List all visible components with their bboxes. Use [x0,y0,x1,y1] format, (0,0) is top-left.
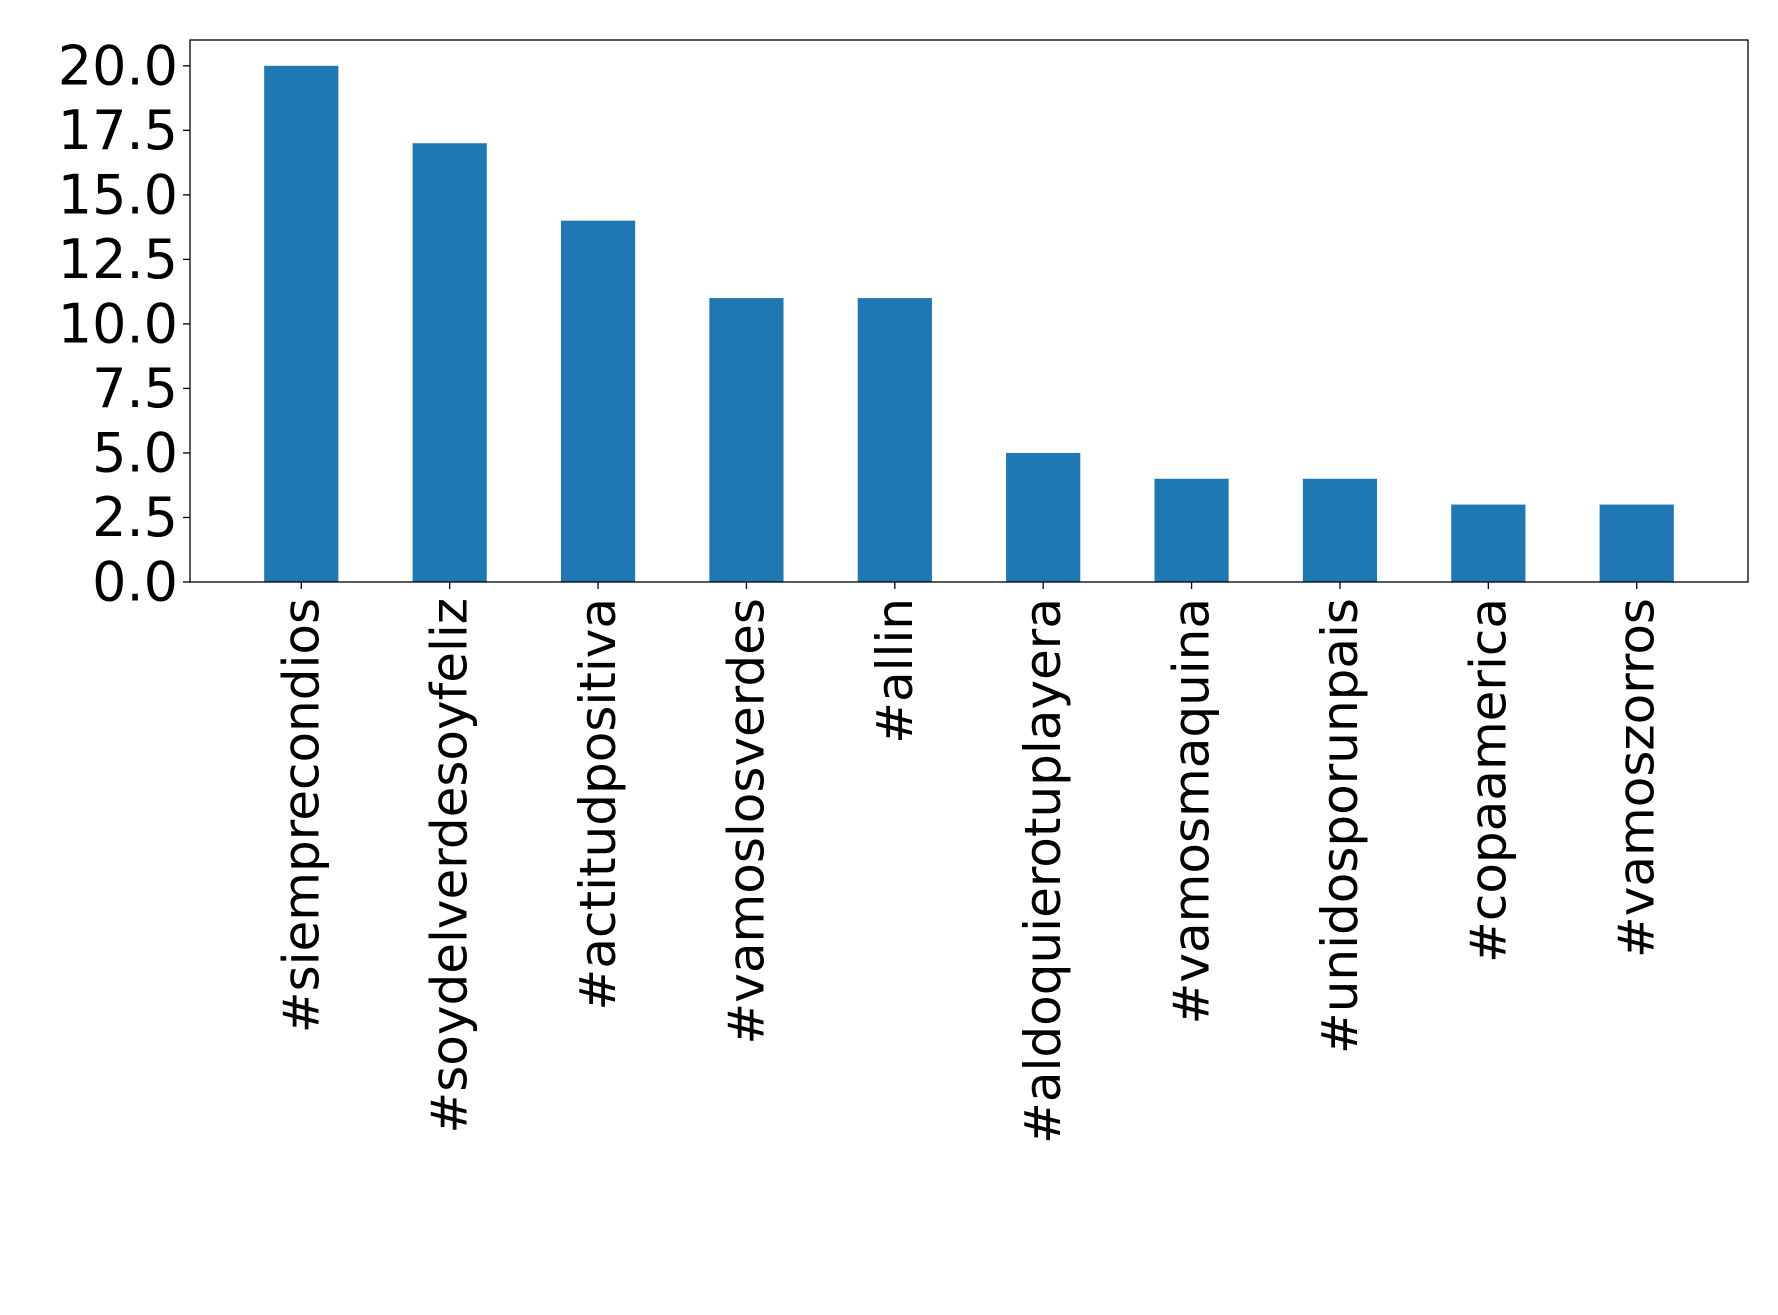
x-axis: #siemprecondios #soydelverdesoyfeliz #acti… [272,582,1666,1144]
bars-layer [264,65,1674,583]
x-tick-label: #copaamerica [1459,598,1517,963]
bar-7 [1302,478,1378,582]
bar-2 [560,220,636,582]
bar-9 [1599,504,1674,582]
x-tick-label: #allin [866,598,924,744]
x-tick-label: #vamosmaquina [1163,598,1221,1024]
y-tick-label: 2.5 [92,486,178,549]
bar-5 [1006,452,1081,582]
y-tick-label: 0.0 [92,551,178,614]
y-tick-label: 20.0 [58,34,178,97]
y-tick-label: 12.5 [58,228,178,291]
plot-frame [189,39,1749,583]
x-tick-label: #unidosporunpais [1311,598,1369,1054]
bar-0 [264,65,339,583]
x-tick-label: #siemprecondios [272,598,330,1033]
x-tick-label: #vamoslosverdes [717,598,775,1045]
bar-3 [709,298,784,582]
y-tick-label: 17.5 [58,99,178,162]
x-tick-label: #aldoquierotuplayera [1014,598,1072,1144]
y-tick-label: 15.0 [58,163,178,226]
y-tick-label: 5.0 [92,421,178,484]
bar-4 [857,298,932,582]
y-tick-label: 7.5 [92,357,178,420]
x-tick-label: #soydelverdesoyfeliz [421,598,479,1134]
y-axis: 0.02.55.07.510.012.515.017.520.0 [58,34,190,614]
bar-8 [1451,504,1526,582]
x-tick-label: #actitudpositiva [569,598,627,1011]
bar-6 [1154,478,1229,582]
bar-1 [412,143,487,582]
x-tick-label: #vamoszorros [1608,598,1666,958]
y-tick-label: 10.0 [58,292,178,355]
